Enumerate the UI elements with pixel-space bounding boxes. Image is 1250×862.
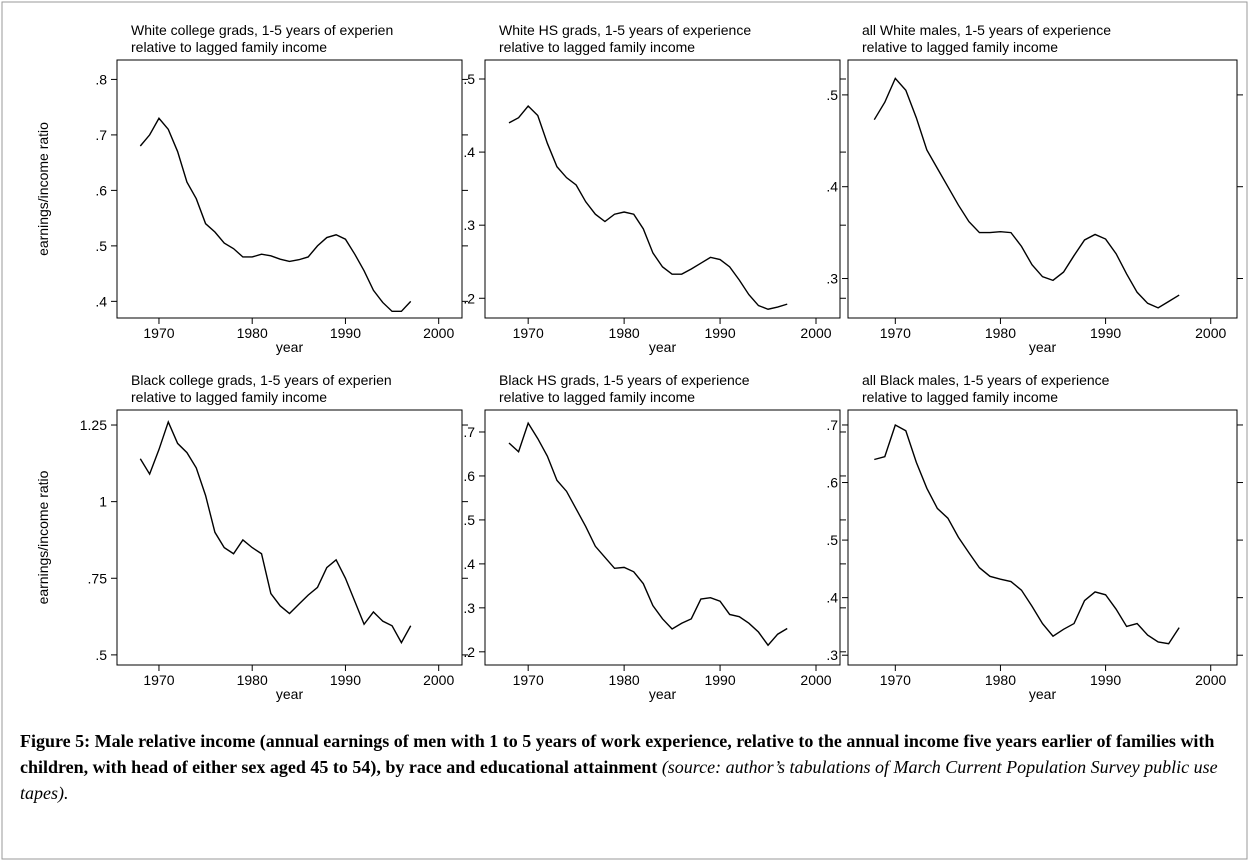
- y-tick-label: .5: [826, 532, 838, 548]
- y-tick-label: 1: [99, 494, 107, 510]
- data-line: [139, 117, 412, 313]
- x-tick-label: 1990: [330, 672, 361, 688]
- x-axis-label: year: [1029, 339, 1057, 355]
- data-line: [139, 420, 412, 645]
- x-tick-label: 1980: [237, 672, 268, 688]
- figure-caption: Figure 5: Male relative income (annual e…: [20, 728, 1235, 806]
- y-tick-label: .3: [826, 271, 838, 287]
- y-tick-label: .5: [463, 512, 475, 528]
- x-axis-label: year: [1029, 686, 1057, 702]
- x-tick-label: 1990: [1090, 672, 1121, 688]
- plot-frame: [484, 409, 841, 666]
- x-tick-label: 1970: [143, 672, 174, 688]
- data-line: [873, 77, 1180, 309]
- y-tick-label: .3: [463, 600, 475, 616]
- x-tick-label: 2000: [423, 672, 454, 688]
- y-tick-label: .7: [95, 127, 107, 143]
- x-tick-label: 2000: [1195, 672, 1226, 688]
- chart-subtitle: relative to lagged family income: [131, 389, 327, 405]
- x-tick-label: 1970: [143, 325, 174, 341]
- x-tick-label: 1970: [880, 672, 911, 688]
- y-tick-label: .4: [95, 293, 107, 309]
- x-tick-label: 1980: [985, 672, 1016, 688]
- chart-subtitle: relative to lagged family income: [131, 39, 327, 55]
- x-axis-label: year: [649, 686, 677, 702]
- caption-text: Figure 5: Male relative income (annual e…: [20, 731, 1215, 777]
- x-tick-label: 1980: [237, 325, 268, 341]
- y-tick-label: 1.25: [80, 417, 107, 433]
- y-axis-label: earnings/income ratio: [35, 470, 51, 604]
- y-tick-label: .3: [463, 217, 475, 233]
- chart-subtitle: relative to lagged family income: [499, 39, 695, 55]
- plot-frame: [484, 59, 841, 319]
- chart-title: Black college grads, 1-5 years of experi…: [131, 372, 392, 388]
- y-tick-label: .6: [95, 182, 107, 198]
- x-tick-label: 2000: [800, 325, 831, 341]
- chart-subtitle: relative to lagged family income: [862, 389, 1058, 405]
- data-line: [508, 421, 788, 647]
- x-tick-label: 1990: [704, 325, 735, 341]
- x-tick-label: 1980: [609, 325, 640, 341]
- x-axis-label: year: [649, 339, 677, 355]
- x-tick-label: 1990: [330, 325, 361, 341]
- y-axis-label: earnings/income ratio: [35, 122, 51, 256]
- y-tick-label: .75: [88, 570, 108, 586]
- y-tick-label: .3: [826, 647, 838, 663]
- plot-frame: [116, 409, 463, 666]
- x-tick-label: 1970: [880, 325, 911, 341]
- y-tick-label: .7: [463, 424, 475, 440]
- x-axis-label: year: [276, 339, 304, 355]
- y-tick-label: .4: [463, 144, 475, 160]
- y-tick-label: .5: [463, 71, 475, 87]
- x-tick-label: 1970: [513, 672, 544, 688]
- y-tick-label: .5: [95, 647, 107, 663]
- y-tick-label: .4: [463, 556, 475, 572]
- plot-frame: [116, 59, 463, 319]
- y-tick-label: .5: [826, 87, 838, 103]
- x-tick-label: 2000: [800, 672, 831, 688]
- chart-subtitle: relative to lagged family income: [862, 39, 1058, 55]
- y-tick-label: .6: [826, 475, 838, 491]
- x-tick-label: 1980: [609, 672, 640, 688]
- y-tick-label: .8: [95, 71, 107, 87]
- x-tick-label: 1980: [985, 325, 1016, 341]
- chart-title: all White males, 1-5 years of experience: [862, 22, 1111, 38]
- x-tick-label: 1990: [1090, 325, 1121, 341]
- y-tick-label: .2: [463, 644, 475, 660]
- x-tick-label: 2000: [423, 325, 454, 341]
- plot-frame: [847, 59, 1238, 319]
- chart-subtitle: relative to lagged family income: [499, 389, 695, 405]
- y-tick-label: .4: [826, 179, 838, 195]
- chart-title: all Black males, 1-5 years of experience: [862, 372, 1110, 388]
- plot-frame: [847, 409, 1238, 666]
- y-tick-label: .5: [95, 238, 107, 254]
- y-tick-label: .4: [826, 590, 838, 606]
- x-tick-label: 1970: [513, 325, 544, 341]
- chart-title: White HS grads, 1-5 years of experience: [499, 22, 751, 38]
- x-tick-label: 1990: [704, 672, 735, 688]
- y-tick-label: .7: [826, 417, 838, 433]
- y-tick-label: .2: [463, 290, 475, 306]
- chart-title: Black HS grads, 1-5 years of experience: [499, 372, 750, 388]
- x-axis-label: year: [276, 686, 304, 702]
- caption-source: (source: author’s tabulations of March C…: [20, 757, 1218, 803]
- x-tick-label: 2000: [1195, 325, 1226, 341]
- data-line: [874, 423, 1180, 645]
- y-tick-label: .6: [463, 468, 475, 484]
- data-line: [508, 105, 788, 310]
- chart-title: White college grads, 1-5 years of experi…: [131, 22, 393, 38]
